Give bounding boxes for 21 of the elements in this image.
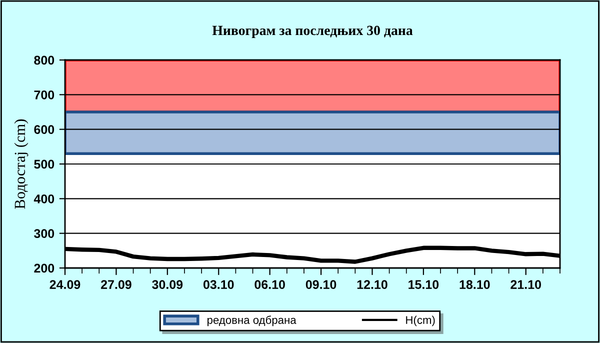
x-tick-label: 15.10 [408, 280, 439, 289]
chart-title: Нивограм за последњих 30 дана [212, 26, 413, 38]
y-tick-label: 600 [34, 125, 54, 134]
y-tick-label: 300 [34, 229, 54, 238]
y-tick-label: 200 [34, 264, 54, 273]
legend-label: редовна одбрана [208, 316, 296, 326]
x-tick-label: 30.09 [152, 280, 183, 290]
x-tick-label: 18.10 [460, 280, 490, 289]
x-tick-label: 27.09 [101, 280, 132, 289]
y-tick-label: 700 [34, 90, 54, 100]
y-axis-title: Водостај (cm) [14, 119, 28, 209]
y-tick-label: 400 [34, 194, 54, 204]
x-tick-label: 24.09 [50, 280, 80, 289]
y-tick-label: 800 [34, 56, 54, 65]
legend-label: H(cm) [406, 316, 435, 326]
x-tick-label: 09.10 [306, 280, 336, 289]
y-tick-label: 500 [34, 160, 54, 169]
x-tick-label: 03.10 [203, 280, 234, 290]
x-tick-label: 12.10 [357, 280, 388, 289]
x-tick-label: 06.10 [254, 280, 285, 289]
x-tick-label: 21.10 [510, 280, 541, 289]
